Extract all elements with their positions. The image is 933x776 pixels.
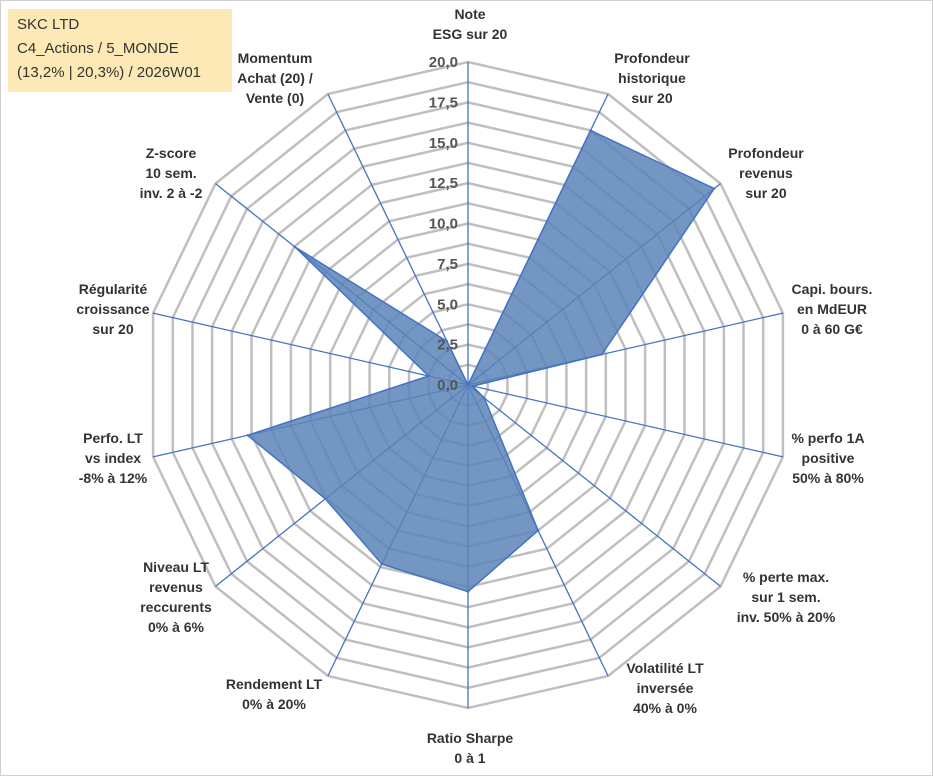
axis-label: Régularité croissance sur 20 bbox=[76, 281, 149, 337]
radial-tick-label: 17,5 bbox=[429, 94, 458, 111]
radial-tick-label: 0,0 bbox=[437, 377, 458, 394]
data-point bbox=[536, 529, 540, 532]
data-point bbox=[483, 396, 486, 400]
axis-label-line: Niveau LT bbox=[143, 559, 209, 575]
axis-label-line: Perfo. LT bbox=[83, 430, 143, 446]
axis-label-line: sur 20 bbox=[631, 90, 672, 106]
axis-label-line: Rendement LT bbox=[226, 676, 323, 692]
axis-label-line: 0 à 60 G€ bbox=[801, 321, 863, 337]
axis-label-line: 10 sem. bbox=[145, 165, 196, 181]
radial-tick-label: 7,5 bbox=[437, 256, 458, 273]
radial-tick-label: 2,5 bbox=[437, 337, 458, 354]
data-point bbox=[427, 374, 430, 378]
data-point bbox=[466, 383, 470, 387]
axis-spoke bbox=[152, 312, 469, 386]
data-point bbox=[324, 497, 327, 500]
axis-label: Volatilité LT inversée 40% à 0% bbox=[626, 660, 704, 716]
axis-label: Capi. bours. en MdEUR 0 à 60 G€ bbox=[792, 281, 873, 337]
radial-tick-label: 20,0 bbox=[429, 54, 458, 71]
axis-label-line: en MdEUR bbox=[797, 301, 867, 317]
axis-label-line: inv. 50% à 20% bbox=[737, 609, 836, 625]
axis-label: Profondeur historique sur 20 bbox=[614, 50, 690, 106]
info-box: SKC LTD C4_Actions / 5_MONDE (13,2% | 20… bbox=[8, 9, 232, 92]
axis-label: Niveau LT revenus reccurents 0% à 6% bbox=[140, 559, 212, 635]
axis-label-line: inv. 2 à -2 bbox=[140, 185, 203, 201]
data-point bbox=[293, 245, 297, 249]
axis-label-line: croissance bbox=[76, 301, 149, 317]
axis-label-line: historique bbox=[618, 70, 686, 86]
axis-label-line: Momentum bbox=[238, 50, 313, 66]
data-point bbox=[246, 434, 249, 437]
details-label: (13,2% | 20,3%) / 2026W01 bbox=[17, 64, 201, 81]
category-label: C4_Actions / 5_MONDE bbox=[17, 40, 179, 57]
axis-label-line: Achat (20) / bbox=[237, 70, 313, 86]
axis-label: % perte max. sur 1 sem. inv. 50% à 20% bbox=[737, 569, 836, 625]
axis-label-line: 0 à 1 bbox=[454, 750, 485, 766]
axis-spoke bbox=[327, 93, 469, 386]
axis-label-line: reccurents bbox=[140, 599, 212, 615]
axis-label: Rendement LT 0% à 20% bbox=[226, 676, 323, 712]
data-point bbox=[471, 384, 474, 388]
data-point bbox=[466, 590, 470, 593]
axis-label-line: vs index bbox=[85, 450, 141, 466]
axis-label-line: 40% à 0% bbox=[633, 700, 697, 716]
axis-label-line: % perfo 1A bbox=[791, 430, 864, 446]
data-point bbox=[600, 353, 603, 356]
axis-label-line: positive bbox=[802, 450, 855, 466]
axis-label-line: revenus bbox=[149, 579, 203, 595]
axis-label-line: inversée bbox=[637, 680, 694, 696]
axis-label: Ratio Sharpe 0 à 1 bbox=[427, 730, 514, 766]
axis-label-line: -8% à 12% bbox=[79, 470, 148, 486]
radial-tick-label: 15,0 bbox=[429, 135, 458, 152]
axis-label-line: 0% à 20% bbox=[242, 696, 306, 712]
axis-label-line: Vente (0) bbox=[246, 90, 304, 106]
axis-label-line: revenus bbox=[739, 165, 793, 181]
axis-label-line: Profondeur bbox=[728, 145, 804, 161]
data-point bbox=[380, 562, 383, 566]
data-point bbox=[589, 129, 592, 132]
radial-tick-label: 5,0 bbox=[437, 296, 458, 313]
axis-label-line: Volatilité LT bbox=[626, 660, 704, 676]
axis-label-line: % perte max. bbox=[743, 569, 829, 585]
axis-label-line: Note bbox=[454, 6, 485, 22]
axis-label-line: Profondeur bbox=[614, 50, 690, 66]
axis-label: % perfo 1A positive 50% à 80% bbox=[791, 430, 864, 486]
axis-label-line: Z-score bbox=[146, 145, 197, 161]
axis-label-line: 50% à 80% bbox=[792, 470, 864, 486]
axis-label-line: Régularité bbox=[79, 281, 148, 297]
axis-label-line: sur 1 sem. bbox=[751, 589, 820, 605]
axis-label: Perfo. LT vs index -8% à 12% bbox=[79, 430, 148, 486]
radial-tick-label: 10,0 bbox=[429, 216, 458, 233]
axis-spoke bbox=[467, 384, 784, 458]
data-point bbox=[445, 340, 449, 343]
radial-tick-label: 12,5 bbox=[429, 175, 458, 192]
axis-label-line: sur 20 bbox=[92, 321, 133, 337]
axis-label: Profondeur revenus sur 20 bbox=[728, 145, 804, 201]
axis-label: Note ESG sur 20 bbox=[433, 6, 508, 42]
data-point bbox=[713, 187, 716, 190]
axis-spoke bbox=[467, 384, 721, 587]
axis-label: Z-score 10 sem. inv. 2 à -2 bbox=[140, 145, 203, 201]
axis-label-line: ESG sur 20 bbox=[433, 26, 508, 42]
company-name: SKC LTD bbox=[17, 16, 80, 33]
axis-label-line: Capi. bours. bbox=[792, 281, 873, 297]
axis-label-line: 0% à 6% bbox=[148, 619, 205, 635]
axis-label-line: sur 20 bbox=[745, 185, 786, 201]
axis-label-line: Ratio Sharpe bbox=[427, 730, 514, 746]
axis-label: Momentum Achat (20) / Vente (0) bbox=[237, 50, 313, 106]
